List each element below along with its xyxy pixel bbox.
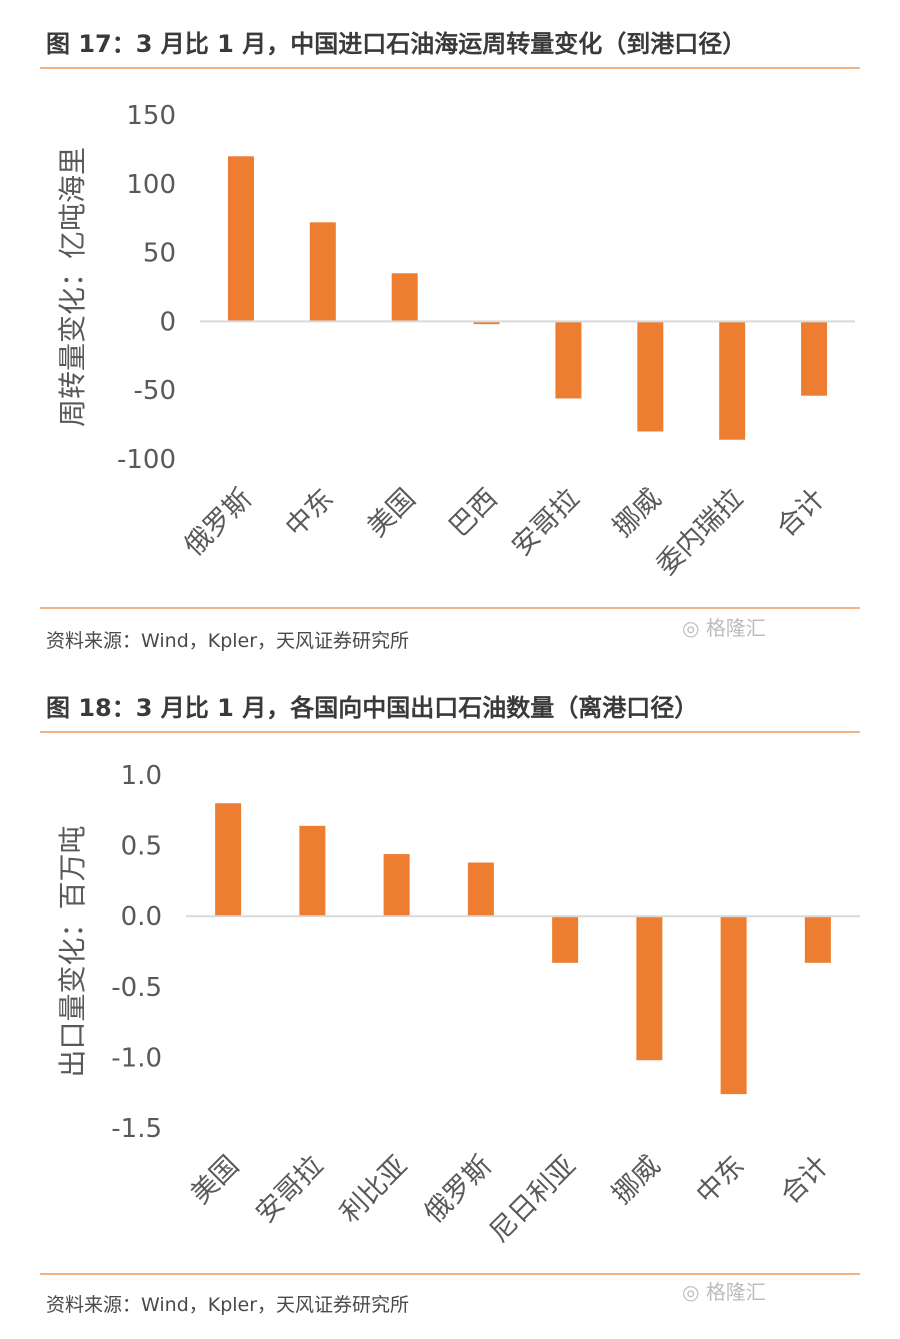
bar <box>801 321 828 396</box>
wechat-icon: ◎ <box>682 616 700 640</box>
y-tick-label: -100 <box>117 445 176 475</box>
bar <box>555 321 582 399</box>
category-label: 中东 <box>280 483 340 543</box>
figure-18-source-rule <box>40 1273 860 1275</box>
figure-17-source-rule <box>40 607 860 609</box>
category-label: 挪威 <box>607 483 667 543</box>
category-label: 合计 <box>775 1150 835 1210</box>
figure-17-title-rule <box>40 67 860 69</box>
figure-17-title: 图 17：3 月比 1 月，中国进口石油海运周转量变化（到港口径） <box>46 30 747 58</box>
y-tick-label: 0.0 <box>121 902 162 932</box>
y-tick-label: 100 <box>126 170 176 200</box>
bar <box>473 321 500 325</box>
bar <box>637 321 664 432</box>
bar <box>467 862 494 917</box>
bar <box>720 916 747 1095</box>
figure-17-watermark: ◎ 格隆汇 <box>682 612 766 641</box>
category-label: 美国 <box>362 483 422 543</box>
category-label: 俄罗斯 <box>419 1150 498 1229</box>
y-axis-label: 出口量变化：百万吨 <box>56 825 89 1077</box>
category-label: 尼日利亚 <box>484 1150 582 1248</box>
y-tick-label: 150 <box>126 101 176 131</box>
y-tick-label: 50 <box>143 239 176 269</box>
category-label: 安哥拉 <box>506 483 585 562</box>
category-label: 美国 <box>185 1150 245 1210</box>
bar <box>309 222 336 322</box>
figure-18-title-rule <box>40 731 860 733</box>
bar <box>552 916 579 963</box>
figure-17-source: 资料来源：Wind，Kpler，天风证券研究所 <box>46 630 410 652</box>
bar <box>299 825 326 917</box>
bar <box>719 321 746 440</box>
y-tick-label: -0.5 <box>111 973 162 1003</box>
bar <box>215 803 242 917</box>
figure-18-source: 资料来源：Wind，Kpler，天风证券研究所 <box>46 1294 410 1316</box>
category-label: 中东 <box>690 1150 750 1210</box>
bar <box>636 916 663 1061</box>
y-tick-label: -1.0 <box>111 1043 162 1073</box>
y-tick-label: 0.5 <box>121 832 162 862</box>
wechat-icon: ◎ <box>682 1280 700 1304</box>
bar <box>804 916 831 963</box>
y-axis-label: 周转量变化：亿吨海里 <box>56 147 89 427</box>
bar <box>383 854 410 917</box>
category-label: 巴西 <box>443 483 503 543</box>
watermark-text: 格隆汇 <box>705 616 766 640</box>
category-label: 俄罗斯 <box>179 483 258 562</box>
figure-18-watermark: ◎ 格隆汇 <box>682 1276 766 1305</box>
bar <box>227 156 254 322</box>
bar <box>391 273 418 322</box>
figure-18-title: 图 18：3 月比 1 月，各国向中国出口石油数量（离港口径） <box>46 694 699 722</box>
y-tick-label: 0 <box>159 307 176 337</box>
watermark-text: 格隆汇 <box>705 1280 766 1304</box>
category-label: 安哥拉 <box>250 1150 329 1229</box>
y-tick-label: -1.5 <box>111 1114 162 1144</box>
category-label: 委内瑞拉 <box>651 483 749 581</box>
y-tick-label: -50 <box>134 376 176 406</box>
y-tick-label: 1.0 <box>121 761 162 791</box>
category-label: 挪威 <box>606 1150 666 1210</box>
category-label: 合计 <box>771 483 831 543</box>
category-label: 利比亚 <box>334 1150 413 1229</box>
